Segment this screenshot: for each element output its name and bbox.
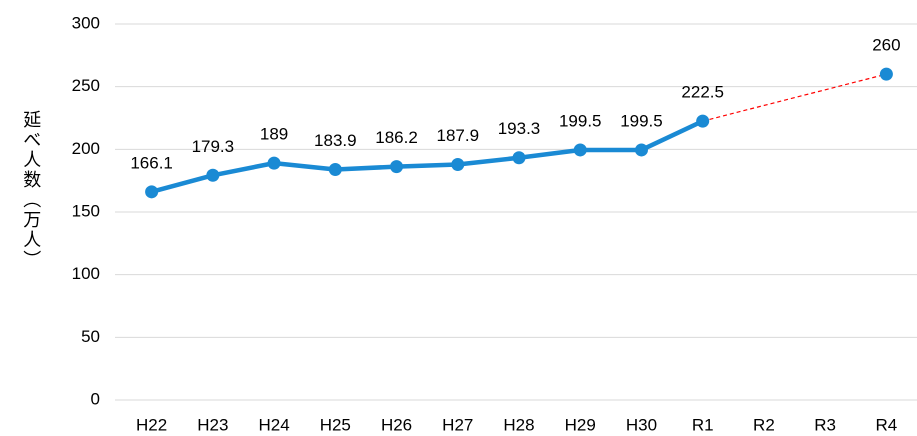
x-tick-label: H27 [442, 415, 473, 434]
x-tick-label: H25 [320, 415, 351, 434]
x-tick-label: H22 [136, 415, 167, 434]
point [267, 156, 281, 170]
y-tick-label: 100 [72, 264, 100, 283]
data-label: 189 [260, 125, 288, 144]
x-tick-label: R3 [814, 415, 836, 434]
y-tick-label: 150 [72, 201, 100, 220]
point [206, 168, 220, 182]
x-tick-label: H24 [258, 415, 289, 434]
x-tick-label: R4 [876, 415, 898, 434]
data-label: 179.3 [192, 137, 235, 156]
y-tick-label: 50 [81, 327, 100, 346]
data-label: 186.2 [375, 128, 418, 147]
data-label: 222.5 [681, 83, 724, 102]
point [634, 143, 648, 157]
x-tick-label: R2 [753, 415, 775, 434]
x-tick-label: H29 [565, 415, 596, 434]
data-label: 199.5 [559, 111, 602, 130]
x-tick-label: H23 [197, 415, 228, 434]
data-label: 187.9 [436, 126, 479, 145]
point [573, 143, 587, 157]
y-tick-label: 300 [72, 13, 100, 32]
data-label: 260 [872, 36, 900, 55]
gap-connector [702, 73, 887, 122]
y-tick-label: 0 [91, 389, 100, 408]
point [328, 163, 342, 177]
data-label: 199.5 [620, 111, 663, 130]
x-tick-label: R1 [692, 415, 714, 434]
line [151, 119, 704, 194]
y-tick-label: 200 [72, 139, 100, 158]
point [879, 67, 893, 81]
x-tick-label: H30 [626, 415, 657, 434]
y-axis-label: 延べ人数（万人） [21, 110, 41, 270]
x-tick-label: H28 [503, 415, 534, 434]
x-tick-label: H26 [381, 415, 412, 434]
data-label: 183.9 [314, 131, 357, 150]
point [451, 157, 465, 171]
point [145, 185, 159, 199]
point [696, 114, 710, 128]
point [390, 160, 404, 174]
point [512, 151, 526, 165]
data-label: 193.3 [498, 119, 541, 138]
data-label: 166.1 [130, 153, 173, 172]
y-tick-label: 250 [72, 76, 100, 95]
